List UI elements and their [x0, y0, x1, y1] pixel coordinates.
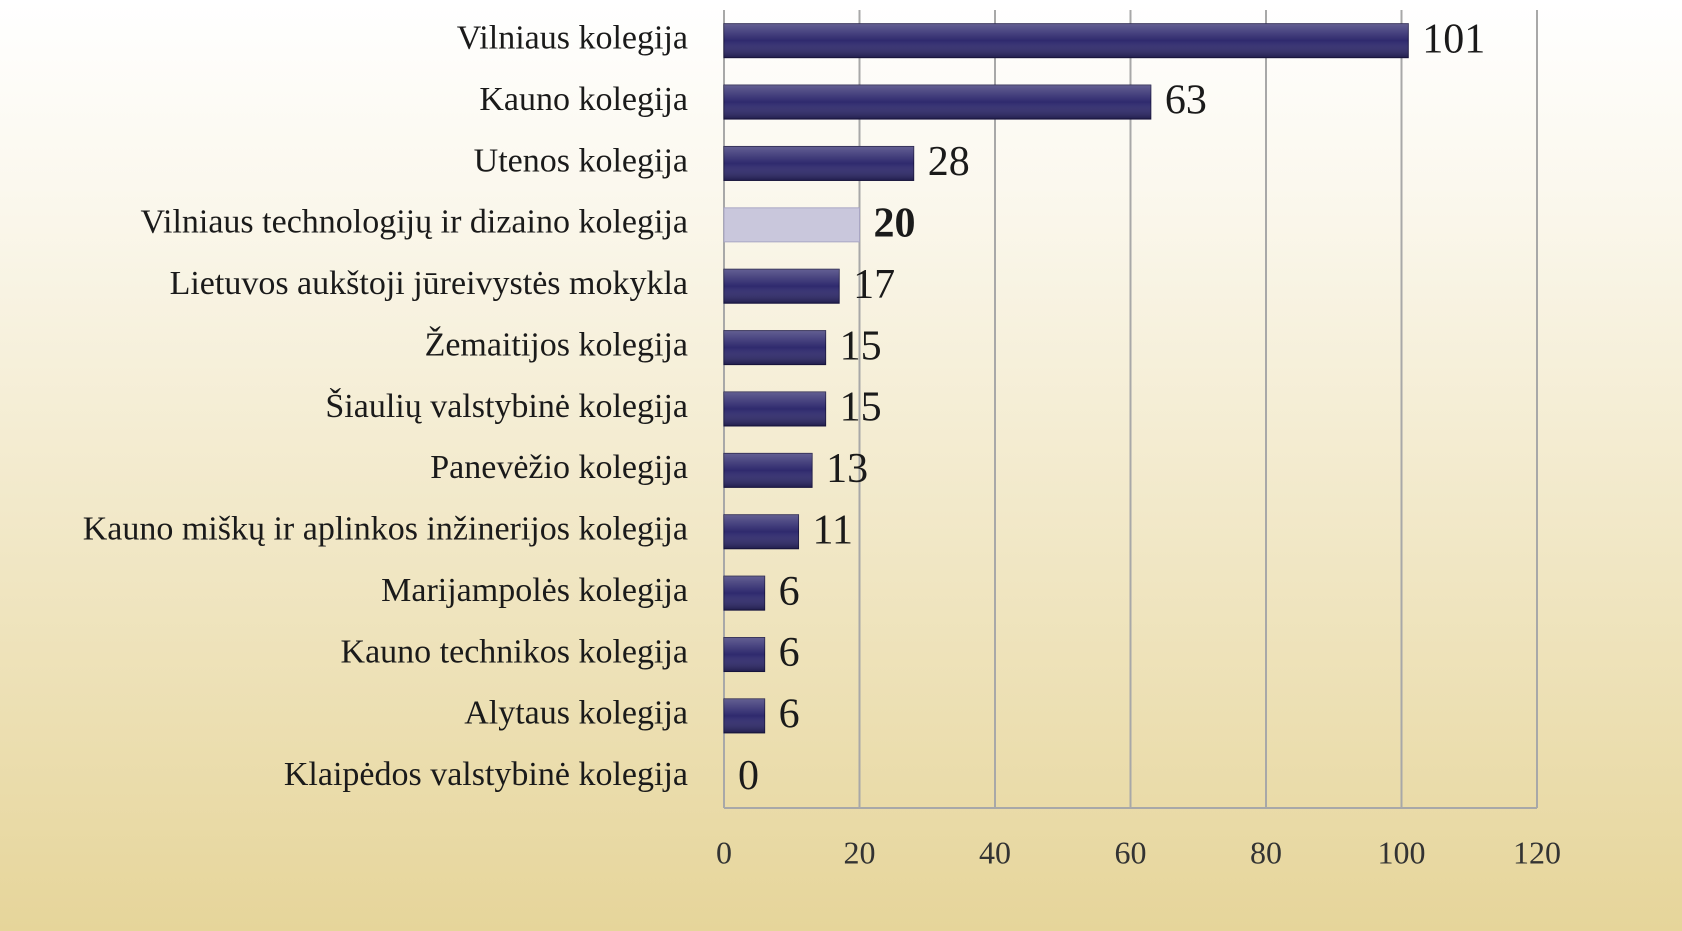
bar-shine: [724, 392, 826, 426]
y-tick-label: Vilniaus kolegija: [457, 19, 688, 56]
y-tick-label: Žemaitijos kolegija: [425, 326, 688, 363]
data-label: 11: [813, 507, 853, 553]
y-tick-label: Utenos kolegija: [474, 142, 688, 179]
x-tick-label: 20: [844, 834, 876, 870]
data-label: 0: [738, 753, 759, 799]
bar: [723, 207, 860, 243]
y-tick-label: Marijampolės kolegija: [381, 572, 688, 609]
y-tick-label: Kauno miškų ir aplinkos inžinerijos kole…: [83, 511, 688, 548]
x-tick-label: 0: [716, 834, 732, 870]
bar-shine: [724, 698, 765, 733]
x-tick-label: 120: [1513, 834, 1561, 870]
bar-shine: [724, 85, 1151, 120]
data-label: 15: [840, 385, 882, 431]
y-tick-label: Kauno technikos kolegija: [341, 633, 688, 670]
y-tick-label: Vilniaus technologijų ir dizaino kolegij…: [140, 204, 688, 241]
data-label: 15: [840, 323, 882, 369]
bar-shine: [724, 146, 914, 181]
x-tick-label: 100: [1378, 834, 1426, 870]
bar-shine: [724, 23, 1409, 58]
bar-shine: [724, 637, 765, 672]
data-label: 63: [1165, 78, 1207, 124]
x-tick-label: 60: [1115, 834, 1147, 870]
data-label: 6: [779, 569, 800, 615]
data-label: 20: [874, 200, 916, 246]
x-tick-label: 80: [1250, 834, 1282, 870]
y-tick-label: Klaipėdos valstybinė kolegija: [284, 756, 688, 793]
bar-shine: [724, 576, 765, 611]
bar-shine: [724, 269, 840, 304]
x-tick-label: 40: [979, 834, 1011, 870]
data-label: 6: [779, 630, 800, 676]
bar-shine: [724, 330, 826, 365]
y-tick-label: Kauno kolegija: [479, 81, 688, 118]
data-label: 28: [928, 139, 970, 185]
y-tick-label: Šiaulių valstybinė kolegija: [325, 387, 688, 425]
data-label: 13: [826, 446, 868, 492]
bar-shine: [724, 453, 813, 488]
bar-shine: [724, 514, 799, 549]
y-tick-label: Lietuvos aukštoji jūreivystės mokykla: [170, 265, 688, 302]
data-label: 17: [853, 262, 895, 308]
data-label: 6: [779, 692, 800, 738]
y-tick-label: Panevėžio kolegija: [430, 449, 688, 486]
data-label: 101: [1422, 16, 1485, 62]
y-tick-label: Alytaus kolegija: [464, 695, 688, 732]
